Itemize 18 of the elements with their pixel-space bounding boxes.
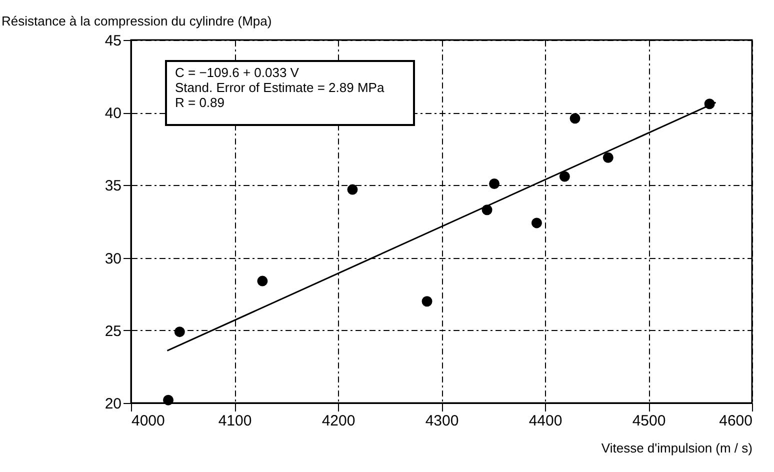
x-tick-label: 4100 <box>218 412 252 430</box>
x-tick-label: 4600 <box>719 412 752 430</box>
y-tick-label: 30 <box>104 250 122 268</box>
y-axis-title: Résistance à la compression du cylindre (Mpa) <box>2 14 272 28</box>
annotation: C = −109.6 + 0.033 V <box>175 65 300 80</box>
x-tick-label: 4200 <box>322 412 356 430</box>
x-axis-title: Vitesse d'impulsion (m / s) <box>601 440 752 456</box>
annotation: Stand. Error of Estimate = 2.89 MPa <box>175 80 386 95</box>
x-tick-label: 4300 <box>425 412 459 430</box>
y-tick-label: 35 <box>104 178 122 195</box>
y-tick-label: 45 <box>104 32 122 50</box>
y-tick-label: 40 <box>104 105 122 122</box>
y-tick-label: 20 <box>104 396 122 412</box>
x-tick-label: 4400 <box>528 412 562 430</box>
annotation: R = 0.89 <box>175 95 226 110</box>
y-tick-label: 25 <box>104 322 122 340</box>
x-tick-label: 4000 <box>132 412 165 430</box>
x-tick-label: 4500 <box>632 412 666 430</box>
